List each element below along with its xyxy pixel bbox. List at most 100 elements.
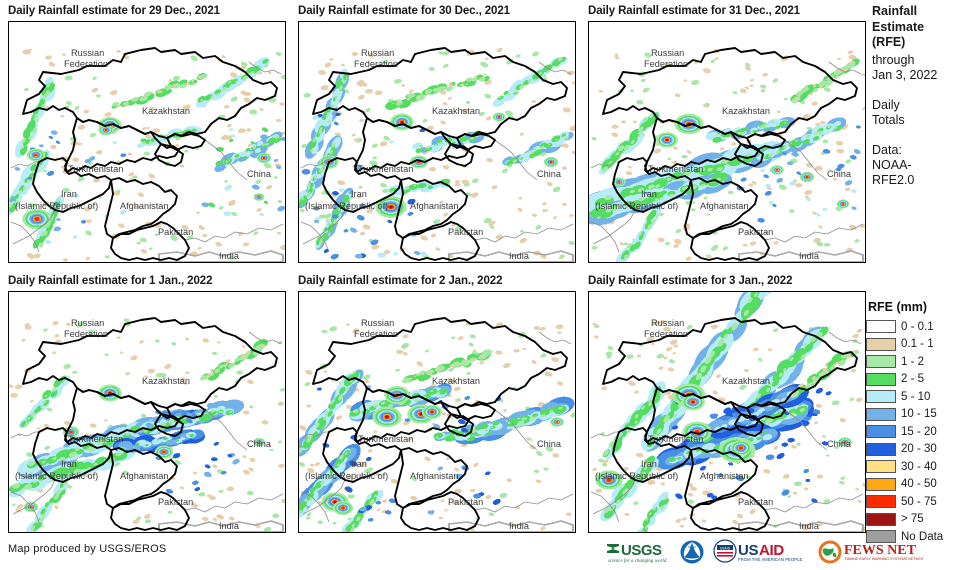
legend-item: 20 - 30 — [866, 441, 965, 459]
map-canvas: Russian Federation Kazakhstan Turkmenistan I… — [589, 292, 865, 532]
legend-swatch — [866, 372, 896, 386]
svg-text:Iran: Iran — [351, 459, 367, 469]
svg-text:Turkmenistan: Turkmenistan — [68, 164, 123, 174]
svg-text:Pakistan: Pakistan — [738, 497, 773, 507]
svg-text:China: China — [537, 169, 562, 179]
side-through-label: through — [872, 52, 915, 67]
svg-text:US: US — [738, 542, 759, 559]
svg-text:Pakistan: Pakistan — [158, 497, 193, 507]
svg-text:Pakistan: Pakistan — [738, 227, 773, 237]
legend-swatch — [866, 407, 896, 421]
svg-text:Federation: Federation — [644, 329, 688, 339]
legend-label: > 75 — [901, 513, 924, 526]
legend-label: 50 - 75 — [901, 495, 937, 508]
svg-text:FAMINE EARLY WARNING SYSTEMS N: FAMINE EARLY WARNING SYSTEMS NETWORK — [845, 557, 923, 561]
svg-text:Afghanistan: Afghanistan — [700, 201, 749, 211]
panel-title-5: Daily Rainfall estimate for 2 Jan., 2022 — [298, 275, 503, 287]
map-canvas: Russian Federation Kazakhstan Turkmenistan I… — [299, 292, 575, 532]
legend-item: > 75 — [866, 511, 965, 529]
side-gap-2 — [872, 128, 965, 143]
legend-item: 15 - 20 — [866, 423, 965, 441]
usgs-logo[interactable]: USGS science for a changing world — [606, 539, 672, 565]
svg-text:Iran: Iran — [641, 459, 657, 469]
svg-text:FROM THE AMERICAN PEOPLE: FROM THE AMERICAN PEOPLE — [738, 557, 803, 562]
svg-text:NOAA: NOAA — [688, 545, 697, 549]
svg-text:Kazakhstan: Kazakhstan — [722, 376, 770, 386]
legend-label: 10 - 15 — [901, 408, 937, 421]
svg-text:Federation: Federation — [64, 59, 108, 69]
legend-label: 5 - 10 — [901, 390, 931, 403]
map-canvas: Russian Federation Kazakhstan Turkmenistan I… — [9, 22, 285, 262]
legend-item: 0.1 - 1 — [866, 336, 965, 354]
usaid-logo[interactable]: USAID US AID FROM THE AMERICAN PEOPLE — [712, 539, 810, 565]
panel-title-1: Daily Rainfall estimate for 29 Dec., 202… — [8, 5, 220, 17]
legend-label: 20 - 30 — [901, 443, 937, 456]
side-data-source-line1: NOAA- — [872, 157, 912, 172]
legend-swatch — [866, 530, 896, 544]
svg-text:Iran: Iran — [61, 459, 77, 469]
noaa-logo[interactable]: NOAA — [679, 539, 705, 565]
svg-text:Afghanistan: Afghanistan — [120, 471, 169, 481]
legend-swatch — [866, 337, 896, 351]
svg-text:(Islamic Republic of): (Islamic Republic of) — [15, 201, 98, 211]
svg-text:India: India — [219, 251, 240, 261]
map-panel-29-dec-2021[interactable]: Russian Federation Kazakhstan Turkmenistan I… — [8, 21, 286, 263]
svg-text:USGS: USGS — [621, 542, 662, 559]
map-panel-1-jan-2022[interactable]: Russian Federation Kazakhstan Turkmenistan I… — [8, 291, 286, 533]
panel-title-2: Daily Rainfall estimate for 30 Dec., 202… — [298, 5, 510, 17]
map-panel-30-dec-2021[interactable]: Russian Federation Kazakhstan Turkmenistan I… — [298, 21, 576, 263]
side-through-date: Jan 3, 2022 — [872, 67, 938, 82]
svg-text:Turkmenistan: Turkmenistan — [358, 434, 413, 444]
svg-text:Kazakhstan: Kazakhstan — [142, 376, 190, 386]
svg-text:China: China — [247, 169, 272, 179]
map-panel-3-jan-2022[interactable]: Russian Federation Kazakhstan Turkmenistan I… — [588, 291, 866, 533]
svg-text:USAID: USAID — [720, 547, 731, 551]
svg-text:Russian: Russian — [651, 48, 684, 58]
svg-text:Afghanistan: Afghanistan — [410, 471, 459, 481]
side-totals-line2: Totals — [872, 112, 905, 127]
legend-rows: 0 - 0.1 0.1 - 1 1 - 2 2 - 5 5 - 10 10 - 15 15 … — [866, 318, 965, 546]
svg-text:India: India — [799, 521, 820, 531]
svg-text:Russian: Russian — [361, 48, 394, 58]
svg-text:India: India — [799, 251, 820, 261]
side-totals-line1: Daily — [872, 97, 900, 112]
legend-item: 40 - 50 — [866, 476, 965, 494]
map-canvas: Russian Federation Kazakhstan Turkmenistan I… — [9, 292, 285, 532]
legend-swatch — [866, 477, 896, 491]
legend-label: 2 - 5 — [901, 373, 925, 386]
svg-text:Iran: Iran — [61, 189, 77, 199]
legend-label: 0 - 0.1 — [901, 320, 934, 333]
legend-swatch — [866, 442, 896, 456]
side-data-source-line2: RFE2.0 — [872, 172, 915, 187]
legend-item: No Data — [866, 528, 965, 546]
fews-net-logo[interactable]: FEWS NET FAMINE EARLY WARNING SYSTEMS NE… — [817, 539, 923, 565]
svg-text:Turkmenistan: Turkmenistan — [648, 434, 703, 444]
map-panel-2-jan-2022[interactable]: Russian Federation Kazakhstan Turkmenistan I… — [298, 291, 576, 533]
svg-text:Afghanistan: Afghanistan — [700, 471, 749, 481]
svg-text:Kazakhstan: Kazakhstan — [432, 376, 480, 386]
side-info-block: Rainfall Estimate (RFE) through Jan 3, 2… — [872, 4, 965, 188]
svg-text:FEWS NET: FEWS NET — [844, 543, 917, 558]
svg-text:Russian: Russian — [361, 318, 394, 328]
legend-item: 10 - 15 — [866, 406, 965, 424]
side-data-label: Data: — [872, 142, 902, 157]
svg-text:Federation: Federation — [644, 59, 688, 69]
legend-swatch — [866, 495, 896, 509]
map-credit: Map produced by USGS/EROS — [8, 543, 167, 555]
svg-text:India: India — [219, 521, 240, 531]
legend-label: 15 - 20 — [901, 425, 937, 438]
map-panel-31-dec-2021[interactable]: Russian Federation Kazakhstan Turkmenistan I… — [588, 21, 866, 263]
svg-text:(Islamic Republic of): (Islamic Republic of) — [15, 471, 98, 481]
legend-item: 30 - 40 — [866, 458, 965, 476]
legend-label: 30 - 40 — [901, 460, 937, 473]
svg-text:China: China — [827, 439, 852, 449]
legend-swatch — [866, 390, 896, 404]
legend-label: 0.1 - 1 — [901, 338, 934, 351]
svg-text:India: India — [509, 521, 530, 531]
svg-text:science for a changing world: science for a changing world — [608, 559, 667, 564]
panel-title-3: Daily Rainfall estimate for 31 Dec., 202… — [588, 5, 800, 17]
legend-item: 0 - 0.1 — [866, 318, 965, 336]
svg-text:Russian: Russian — [71, 318, 104, 328]
partner-logos: USGS science for a changing world NOAA U… — [606, 538, 923, 566]
svg-text:Iran: Iran — [351, 189, 367, 199]
